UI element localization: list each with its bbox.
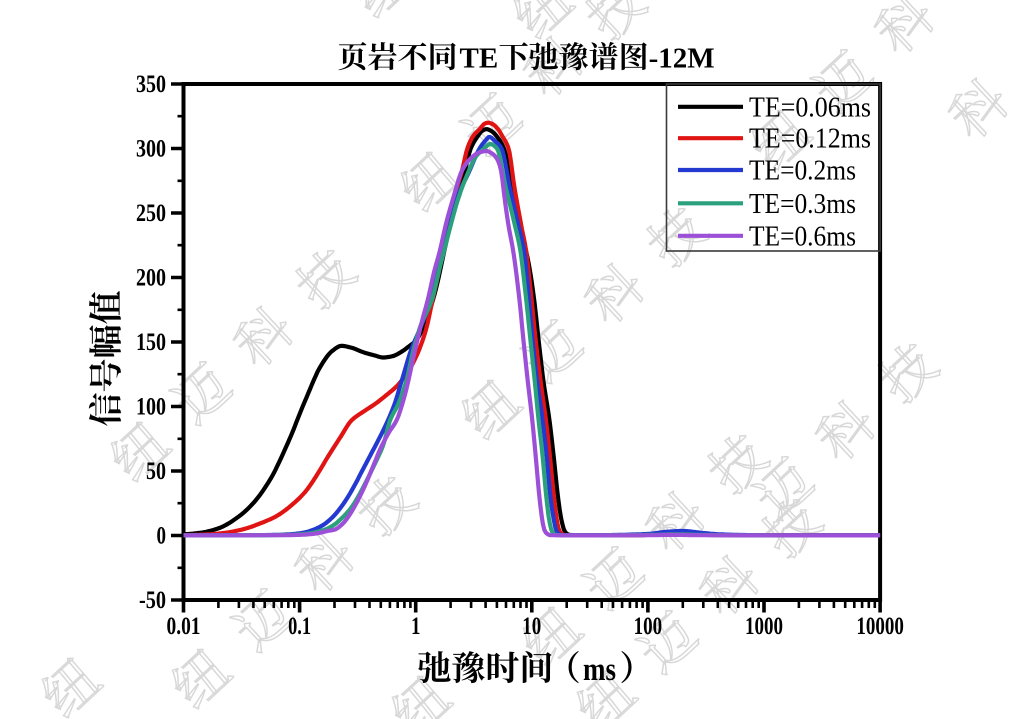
svg-text:50: 50	[146, 458, 166, 485]
svg-text:TE=0.12ms: TE=0.12ms	[749, 123, 871, 155]
svg-text:350: 350	[136, 71, 166, 98]
svg-text:1: 1	[411, 613, 421, 640]
svg-text:100: 100	[136, 394, 166, 421]
svg-text:TE=0.06ms: TE=0.06ms	[749, 91, 871, 123]
svg-text:1000: 1000	[745, 613, 783, 640]
svg-text:TE=0.3ms: TE=0.3ms	[749, 188, 856, 220]
svg-text:150: 150	[136, 329, 166, 356]
svg-text:-12M: -12M	[649, 43, 715, 75]
svg-text:300: 300	[136, 136, 166, 163]
svg-text:ms: ms	[583, 652, 616, 688]
svg-text:TE=0.2ms: TE=0.2ms	[749, 155, 856, 187]
svg-text:TE: TE	[460, 43, 499, 75]
svg-text:10: 10	[522, 613, 541, 640]
svg-text:10000: 10000	[856, 613, 904, 640]
svg-text:100: 100	[634, 613, 663, 640]
svg-text:250: 250	[136, 200, 166, 227]
svg-text:TE=0.6ms: TE=0.6ms	[749, 220, 856, 252]
svg-text:-50: -50	[139, 587, 166, 614]
svg-text:0.01: 0.01	[167, 613, 201, 640]
svg-text:0.1: 0.1	[288, 613, 311, 640]
svg-text:200: 200	[136, 265, 166, 292]
svg-text:0: 0	[157, 523, 167, 550]
